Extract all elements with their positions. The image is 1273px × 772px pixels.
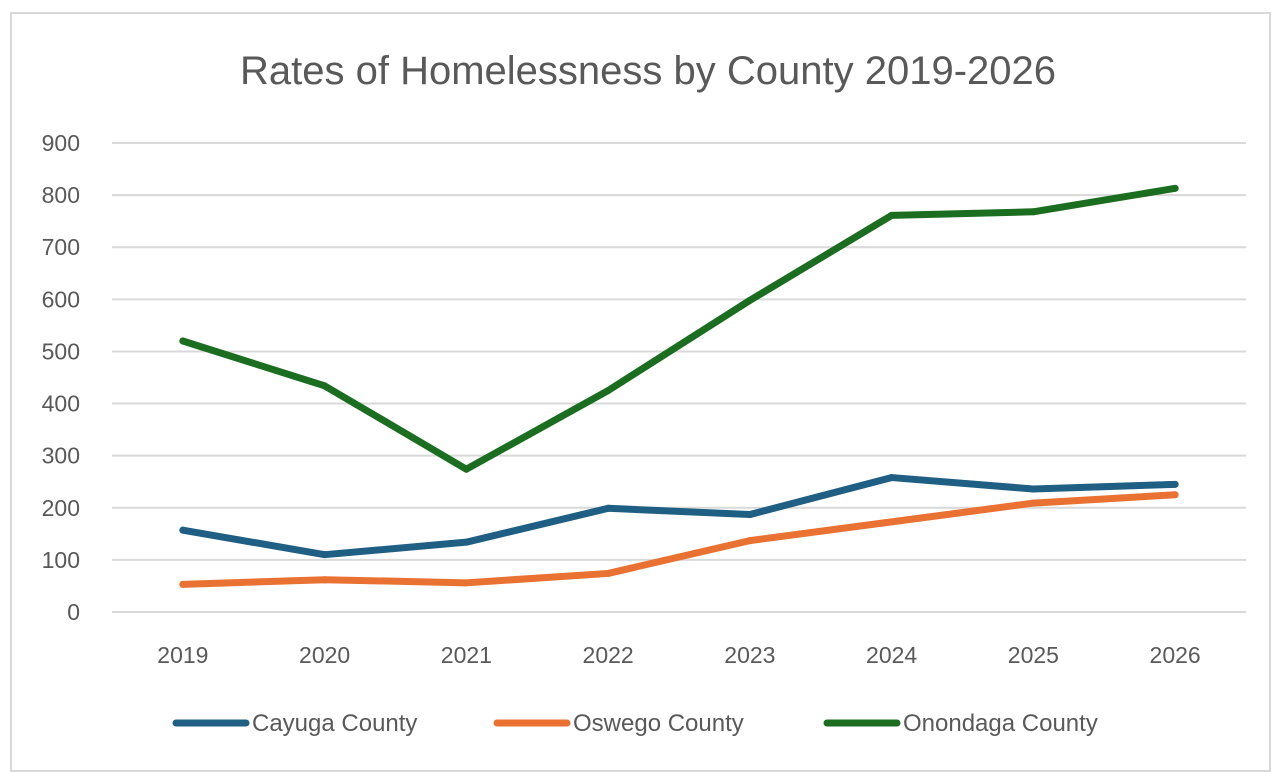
y-tick-label: 100 <box>42 547 80 573</box>
data-point <box>1029 208 1037 216</box>
data-point <box>462 538 470 546</box>
y-tick-label: 400 <box>42 391 80 417</box>
y-tick-label: 900 <box>42 130 80 156</box>
x-tick-label: 2019 <box>157 642 208 668</box>
y-tick-label: 500 <box>42 338 80 364</box>
gridlines <box>112 142 1246 613</box>
x-tick-label: 2023 <box>724 642 775 668</box>
data-point <box>604 504 612 512</box>
legend: Cayuga County Oswego County Onondaga Count… <box>172 710 1098 737</box>
data-point <box>1029 499 1037 507</box>
series-line-oswego-county <box>179 491 1179 588</box>
data-point <box>604 569 612 577</box>
data-point <box>321 551 329 559</box>
y-tick-label: 700 <box>42 234 80 260</box>
legend-label: Cayuga County <box>252 710 417 737</box>
legend-label: Oswego County <box>573 710 744 737</box>
legend-label: Onondaga County <box>903 710 1098 737</box>
data-point <box>888 211 896 219</box>
data-point <box>746 537 754 545</box>
series-line-cayuga-county <box>179 474 1179 559</box>
x-tick-label: 2020 <box>299 642 350 668</box>
y-tick-label: 300 <box>42 443 80 469</box>
series-line-onondaga-county <box>179 184 1179 473</box>
x-tick-label: 2021 <box>441 642 492 668</box>
data-point <box>888 474 896 482</box>
chart-frame <box>10 12 1271 772</box>
x-tick-label: 2022 <box>583 642 634 668</box>
legend-item: Onondaga County <box>823 710 1098 737</box>
x-tick-label: 2025 <box>1008 642 1059 668</box>
data-point <box>462 579 470 587</box>
data-point <box>1171 184 1179 192</box>
y-tick-label: 800 <box>42 182 80 208</box>
y-tick-label: 600 <box>42 286 80 312</box>
y-tick-label: 0 <box>67 599 80 625</box>
data-point <box>321 382 329 390</box>
data-point <box>179 337 187 345</box>
data-point <box>179 580 187 588</box>
data-point <box>888 518 896 526</box>
chart-title: Rates of Homelessness by County 2019-202… <box>240 49 1056 93</box>
data-point <box>1171 480 1179 488</box>
data-point <box>1029 485 1037 493</box>
data-point <box>746 296 754 304</box>
series-lines <box>179 184 1179 588</box>
data-point <box>604 387 612 395</box>
x-tick-label: 2026 <box>1150 642 1201 668</box>
x-tick-label: 2024 <box>866 642 917 668</box>
data-point <box>179 526 187 534</box>
data-point <box>1171 491 1179 499</box>
data-point <box>746 511 754 519</box>
legend-item: Cayuga County <box>172 710 417 737</box>
y-axis-ticks: 0 100 200 300 400 500 600 700 800 900 <box>42 130 80 625</box>
x-axis-ticks: 2019 2020 2021 2022 2023 2024 2025 2026 <box>157 642 1200 668</box>
data-point <box>321 576 329 584</box>
y-tick-label: 200 <box>42 495 80 521</box>
legend-item: Oswego County <box>493 710 744 737</box>
data-point <box>462 465 470 473</box>
